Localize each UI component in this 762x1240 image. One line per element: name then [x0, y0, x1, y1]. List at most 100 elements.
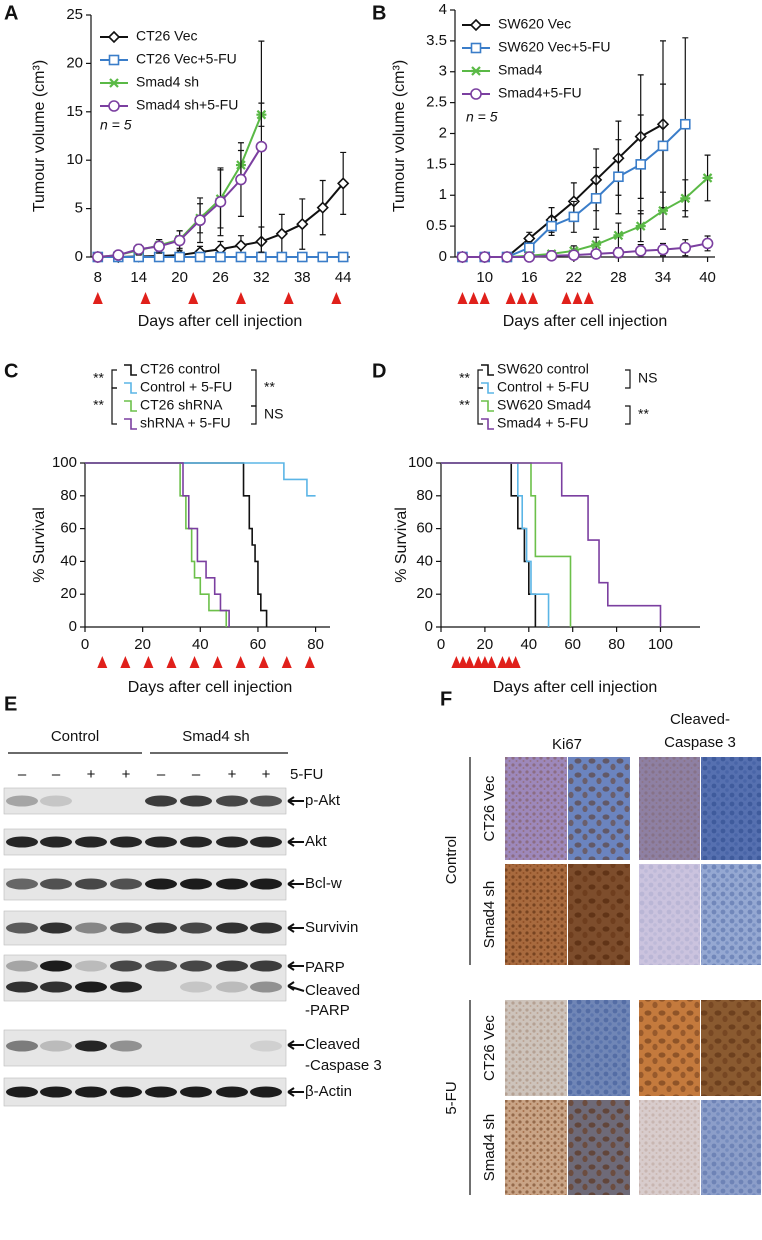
arrow: [287, 796, 304, 806]
marker: [701, 237, 714, 250]
blot-band: [40, 836, 72, 848]
y-tick-label: 60: [60, 520, 77, 537]
blot-band: [6, 1040, 38, 1052]
treatment-arrow: [188, 292, 199, 304]
band-label: Cleaved: [305, 982, 360, 999]
marker: [215, 251, 226, 263]
legend-label: Smad4 sh: [136, 74, 199, 90]
blot-band: [145, 836, 177, 848]
group-label: Smad4 sh: [182, 728, 250, 745]
y-tick-label: 10: [66, 151, 83, 168]
legend-label: SW620 Smad4: [497, 397, 591, 413]
column-label: Cleaved-: [670, 711, 730, 728]
blot-band: [75, 836, 107, 848]
panel-letter: E: [4, 693, 17, 715]
blot-band: [145, 922, 177, 934]
histology-texture: [639, 1000, 700, 1096]
histology-texture: [639, 757, 700, 860]
histology-texture: [568, 1000, 630, 1096]
treatment-arrow: [486, 656, 497, 668]
x-tick-label: 80: [307, 636, 324, 653]
survival-curve: [441, 462, 662, 627]
y-axis-label: % Survival: [393, 507, 410, 583]
blot-band: [180, 836, 212, 848]
treatment-arrow: [505, 292, 516, 304]
legend-line: [124, 418, 137, 430]
marker: [658, 205, 668, 216]
blot-band: [40, 1040, 72, 1052]
marker: [702, 173, 713, 183]
histology-texture: [701, 1000, 761, 1096]
band-label: β-Actin: [305, 1083, 352, 1100]
legend-label: CT26 control: [140, 361, 220, 377]
arrow: [287, 837, 304, 847]
histology-texture: [505, 1000, 567, 1096]
blot-band: [216, 1086, 248, 1098]
blot-band: [6, 960, 38, 972]
x-tick-label: 100: [648, 636, 673, 653]
x-tick-label: 20: [171, 269, 188, 286]
blot-band: [250, 795, 282, 807]
treatment-arrow: [235, 656, 246, 668]
treatment-arrow: [143, 656, 154, 668]
x-tick-label: 20: [134, 636, 151, 653]
series-line: [462, 123, 664, 258]
marker: [679, 241, 692, 254]
marker: [568, 211, 580, 223]
y-tick-label: 15: [66, 103, 83, 120]
marker: [657, 243, 669, 256]
treatment-arrow: [497, 656, 508, 668]
survival-curve: [85, 462, 230, 627]
bracket: [625, 405, 631, 425]
x-tick-label: 40: [520, 636, 537, 653]
legend-line: [481, 382, 494, 394]
treatment-arrow: [304, 656, 315, 668]
blot-band: [216, 795, 248, 807]
marker: [153, 240, 165, 253]
bracket: [251, 405, 257, 425]
marker: [634, 245, 647, 257]
significance: **: [459, 397, 470, 413]
marker: [679, 118, 691, 130]
treatment-sign: –: [18, 766, 27, 783]
blot-band: [6, 922, 38, 934]
significance: **: [459, 370, 470, 386]
marker: [545, 249, 558, 262]
y-tick-label: 80: [416, 487, 433, 504]
treatment-arrow: [212, 656, 223, 668]
x-tick-label: 34: [655, 269, 672, 286]
y-tick-label: 25: [66, 6, 83, 23]
y-tick-label: 40: [416, 552, 433, 569]
band-label: -Caspase 3: [305, 1057, 382, 1074]
legend-marker: [470, 42, 482, 54]
marker: [174, 251, 185, 263]
marker: [235, 251, 247, 263]
row-label: CT26 Vec: [481, 1015, 498, 1081]
y-tick-label: 20: [66, 54, 83, 71]
band-label: -PARP: [305, 1002, 350, 1019]
blot-band: [250, 922, 282, 934]
blot-band: [216, 960, 248, 972]
treatment-arrow: [140, 292, 151, 304]
marker: [501, 251, 513, 263]
blot-band: [75, 981, 107, 993]
legend-line: [481, 418, 494, 430]
y-tick-label: 100: [408, 454, 433, 471]
treatment-sign: –: [52, 766, 61, 783]
band-label: p-Akt: [305, 792, 341, 809]
x-axis-label: Days after cell injection: [493, 679, 658, 696]
bracket: [477, 369, 483, 389]
arrow: [287, 879, 304, 889]
marker: [523, 242, 535, 254]
histology-texture: [568, 864, 630, 965]
legend-line: [124, 364, 137, 376]
treatment-arrow: [479, 292, 490, 304]
treatment-sign: +: [87, 766, 96, 783]
x-tick-label: 60: [250, 636, 267, 653]
y-tick-label: 3: [439, 63, 447, 80]
band-label: Bcl-w: [305, 875, 342, 892]
blot-band: [180, 922, 212, 934]
significance: **: [264, 379, 275, 395]
treatment-sign: –: [192, 766, 201, 783]
significance: **: [93, 397, 104, 413]
